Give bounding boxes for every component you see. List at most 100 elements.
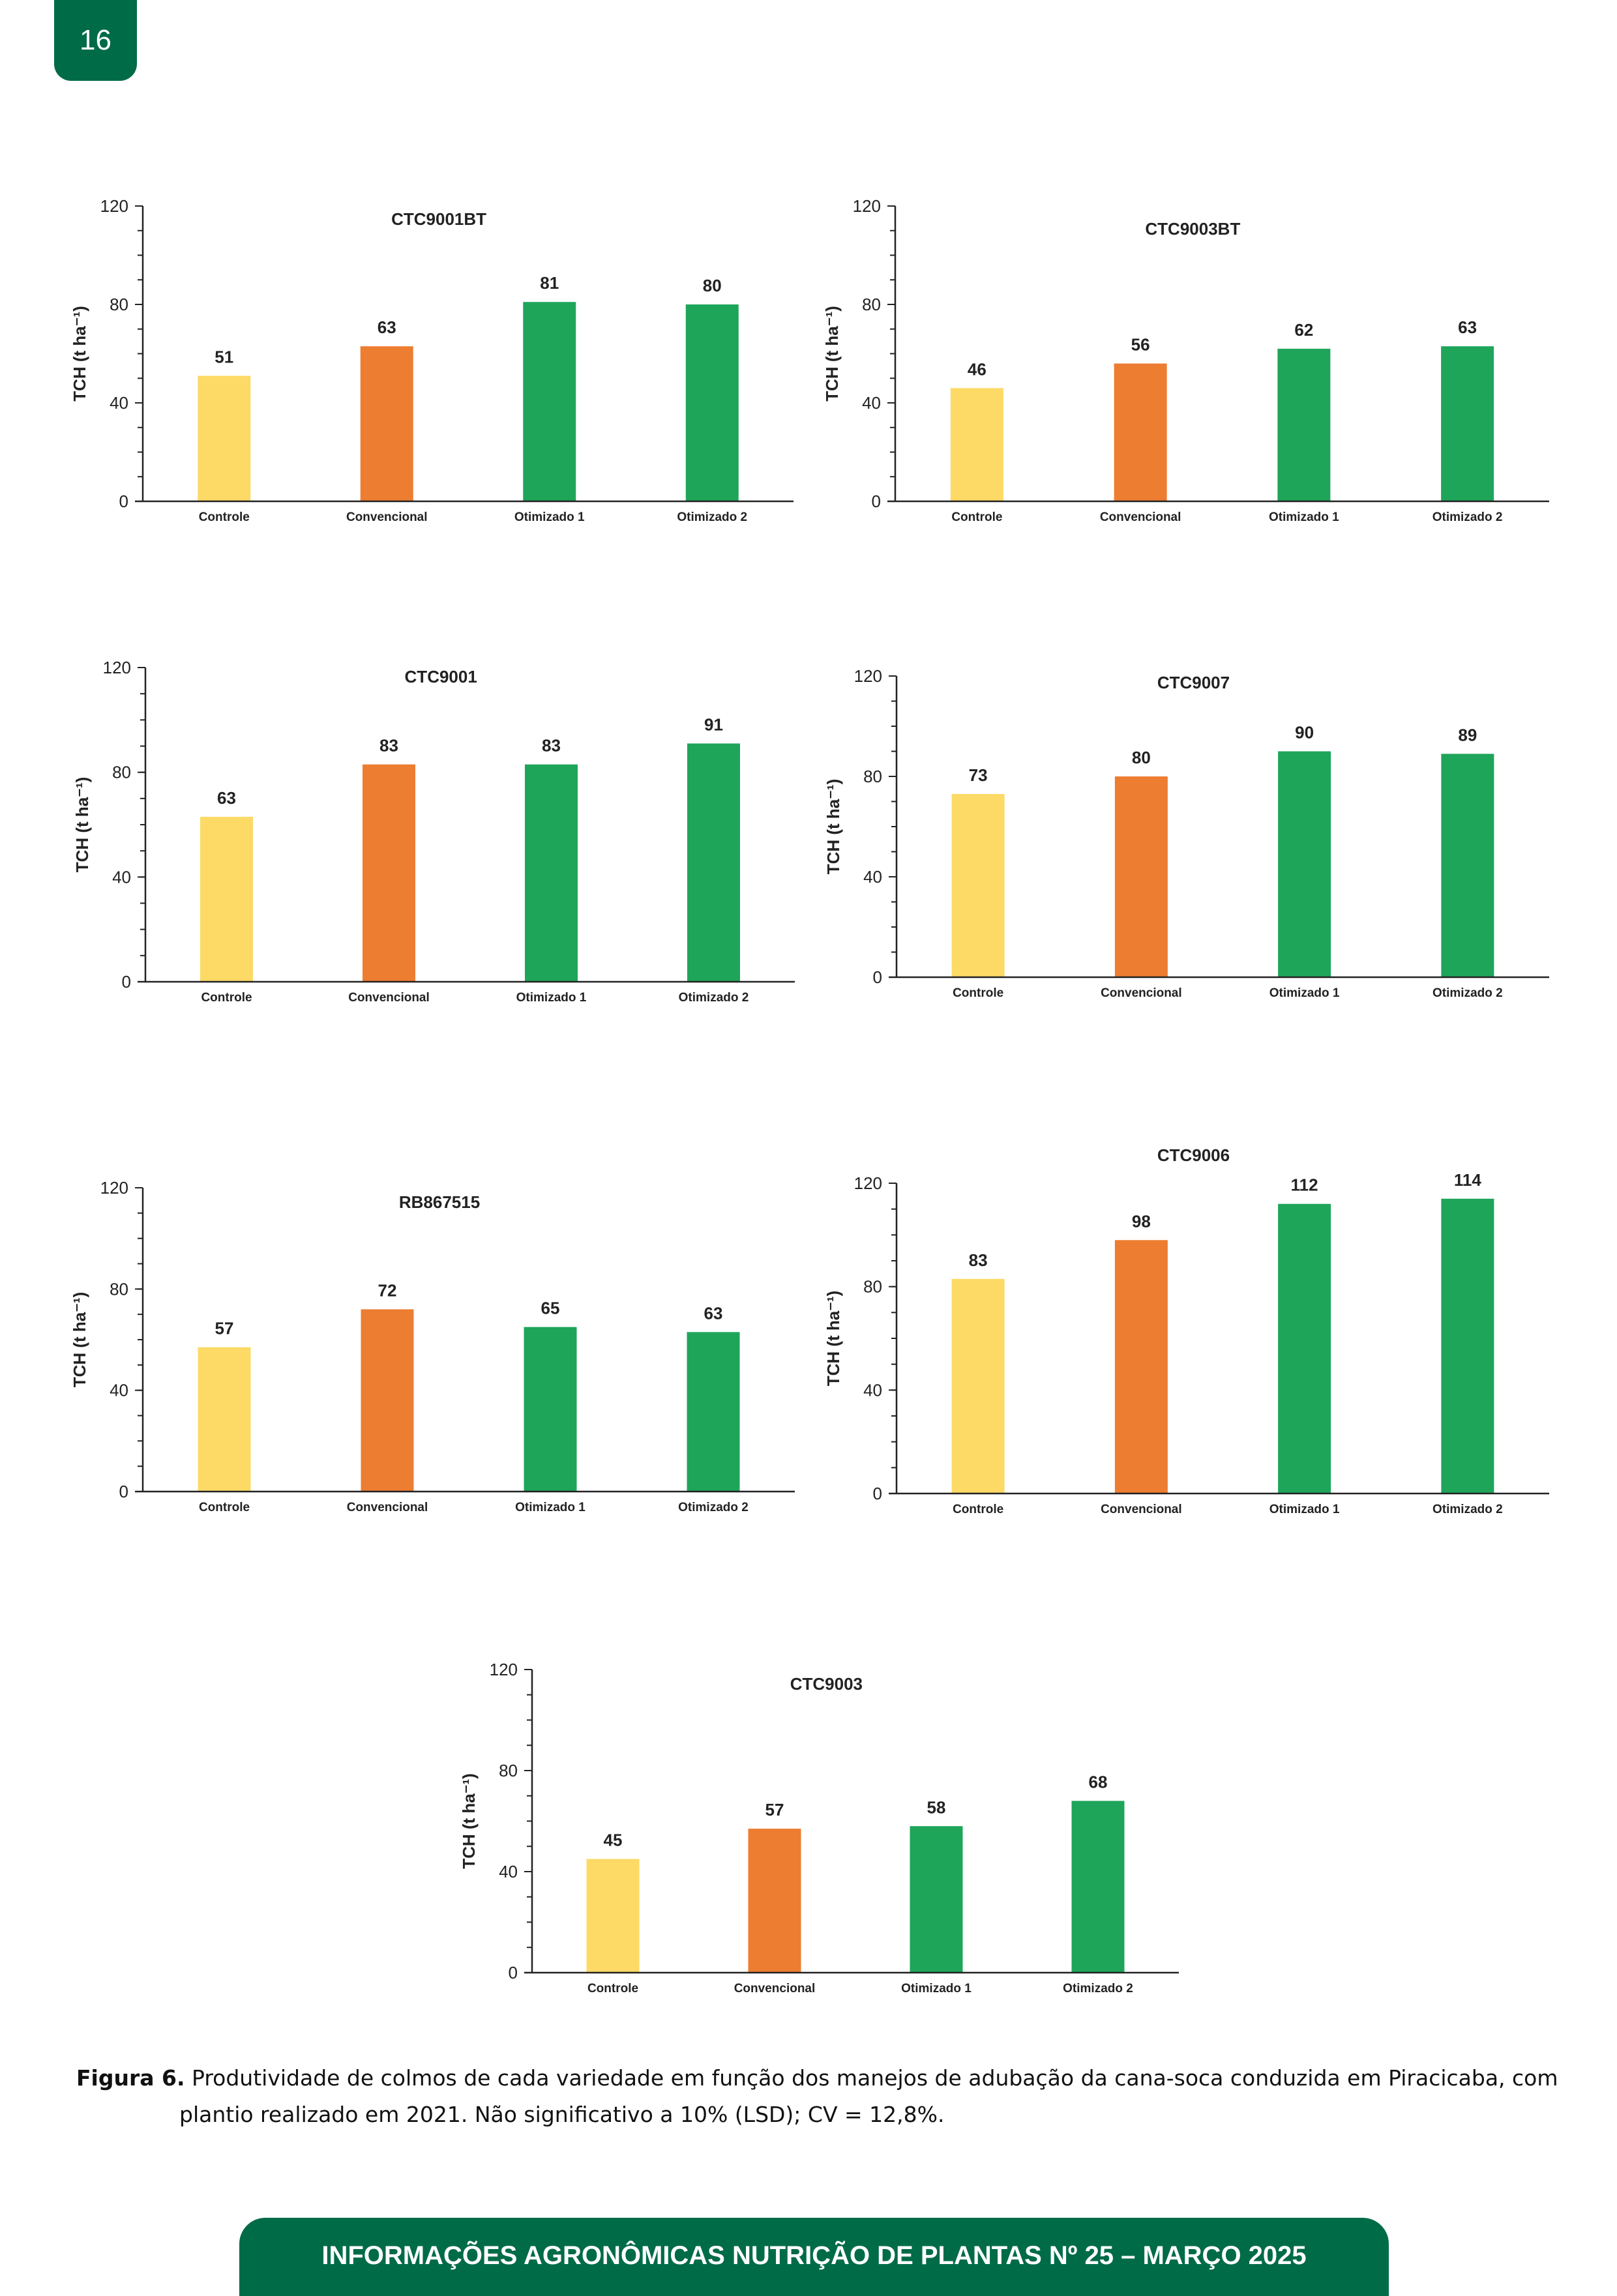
- y-tick-label: 80: [863, 1277, 882, 1297]
- data-label: 89: [1458, 725, 1477, 744]
- y-tick-label: 40: [863, 867, 882, 887]
- y-tick-label: 120: [100, 196, 128, 216]
- data-label: 58: [927, 1797, 946, 1817]
- data-label: 57: [765, 1800, 784, 1819]
- bar-otimizado-1: [1277, 348, 1331, 501]
- chart-title: CTC9003BT: [1145, 219, 1240, 239]
- bar-convencional: [748, 1829, 801, 1973]
- bar-controle: [586, 1859, 640, 1973]
- y-tick-label: 0: [873, 1484, 882, 1503]
- figure-caption: Figura 6. Produtividade de colmos de cad…: [76, 2060, 1576, 2133]
- x-tick-label: Controle: [201, 991, 252, 1005]
- y-tick-label: 40: [499, 1862, 518, 1881]
- page-number: 16: [54, 0, 137, 81]
- bar-controle: [951, 793, 1005, 977]
- data-label: 83: [969, 1250, 988, 1270]
- data-label: 45: [604, 1831, 623, 1850]
- bar-controle: [951, 1278, 1005, 1494]
- y-tick-label: 40: [110, 393, 128, 413]
- y-tick-label: 80: [110, 1279, 128, 1299]
- data-label: 98: [1132, 1211, 1151, 1231]
- bar-otimizado-1: [1278, 751, 1331, 977]
- y-axis-label: TCH (t ha⁻¹): [823, 1291, 843, 1387]
- data-label: 65: [541, 1299, 560, 1318]
- data-label: 80: [703, 276, 722, 295]
- data-label: 81: [540, 273, 559, 293]
- x-tick-label: Controle: [953, 1503, 1003, 1516]
- bar-otimizado-2: [685, 304, 739, 501]
- data-label: 46: [968, 359, 987, 379]
- caption-line2: plantio realizado em 2021. Não significa…: [179, 2102, 945, 2127]
- x-tick-label: Otimizado 2: [1432, 510, 1503, 524]
- data-label: 112: [1291, 1175, 1318, 1195]
- bar-otimizado-1: [910, 1826, 963, 1973]
- bar-otimizado-2: [1071, 1801, 1125, 1973]
- x-tick-label: Otimizado 2: [677, 510, 747, 524]
- data-label: 90: [1295, 723, 1314, 743]
- y-tick-label: 80: [499, 1761, 518, 1780]
- x-tick-label: Controle: [951, 510, 1002, 524]
- data-label: 63: [704, 1303, 723, 1323]
- y-tick-label: 0: [509, 1963, 518, 1982]
- x-tick-label: Convencional: [1101, 1503, 1182, 1516]
- data-label: 72: [378, 1280, 397, 1300]
- y-tick-label: 80: [110, 295, 128, 314]
- bar-convencional: [1114, 363, 1167, 501]
- bar-controle: [950, 388, 1003, 501]
- bar-otimizado-1: [1278, 1203, 1331, 1494]
- y-axis-label: TCH (t ha⁻¹): [459, 1773, 479, 1869]
- bar-controle: [200, 816, 253, 982]
- x-tick-label: Otimizado 2: [679, 991, 749, 1005]
- x-tick-label: Controle: [199, 510, 250, 524]
- x-tick-label: Convencional: [734, 1982, 816, 1995]
- data-label: 63: [217, 788, 236, 808]
- bar-convencional: [363, 764, 415, 982]
- x-tick-label: Otimizado 1: [1269, 1503, 1340, 1516]
- data-label: 62: [1294, 320, 1313, 340]
- bar-convencional: [1114, 776, 1168, 977]
- x-tick-label: Otimizado 1: [1269, 510, 1339, 524]
- data-label: 83: [542, 736, 561, 756]
- y-tick-label: 120: [853, 196, 881, 216]
- footer-banner: INFORMAÇÕES AGRONÔMICAS NUTRIÇÃO DE PLAN…: [239, 2218, 1389, 2296]
- x-tick-label: Controle: [199, 1501, 250, 1514]
- y-tick-label: 80: [112, 763, 131, 782]
- x-tick-label: Convencional: [347, 1501, 428, 1514]
- y-tick-label: 120: [854, 666, 882, 686]
- chart-title: CTC9007: [1157, 673, 1230, 692]
- y-tick-label: 120: [854, 1173, 882, 1193]
- chart-title: RB867515: [399, 1192, 480, 1212]
- bar-otimizado-2: [1441, 1198, 1494, 1494]
- x-tick-label: Otimizado 2: [678, 1501, 749, 1514]
- y-tick-label: 80: [862, 295, 881, 314]
- x-tick-label: Otimizado 2: [1063, 1982, 1133, 1995]
- bar-convencional: [1114, 1240, 1168, 1494]
- footer-text: INFORMAÇÕES AGRONÔMICAS NUTRIÇÃO DE PLAN…: [321, 2241, 1307, 2270]
- y-tick-label: 0: [122, 972, 131, 992]
- chart-title: CTC9001BT: [391, 209, 486, 229]
- data-label: 83: [379, 736, 398, 756]
- chart-title: CTC9006: [1157, 1145, 1230, 1165]
- y-tick-label: 120: [100, 1178, 128, 1198]
- bar-controle: [198, 375, 251, 501]
- x-tick-label: Otimizado 2: [1432, 1503, 1503, 1516]
- x-tick-label: Convencional: [1101, 986, 1182, 1000]
- bar-otimizado-2: [1441, 346, 1494, 501]
- chart-title: CTC9003: [790, 1674, 863, 1694]
- x-tick-label: Otimizado 1: [514, 510, 585, 524]
- y-axis-label: TCH (t ha⁻¹): [72, 777, 92, 873]
- data-label: 63: [1458, 317, 1477, 337]
- y-tick-label: 80: [863, 767, 882, 786]
- bar-otimizado-1: [523, 302, 576, 501]
- y-tick-label: 0: [119, 1482, 128, 1501]
- data-label: 51: [215, 347, 233, 366]
- bar-controle: [198, 1347, 251, 1492]
- y-tick-label: 0: [872, 492, 881, 511]
- y-tick-label: 0: [873, 967, 882, 987]
- bar-otimizado-2: [687, 743, 740, 982]
- y-tick-label: 120: [103, 658, 131, 677]
- bar-otimizado-1: [524, 1327, 577, 1492]
- x-tick-label: Convencional: [1100, 510, 1181, 524]
- chart-title: CTC9001: [405, 667, 477, 686]
